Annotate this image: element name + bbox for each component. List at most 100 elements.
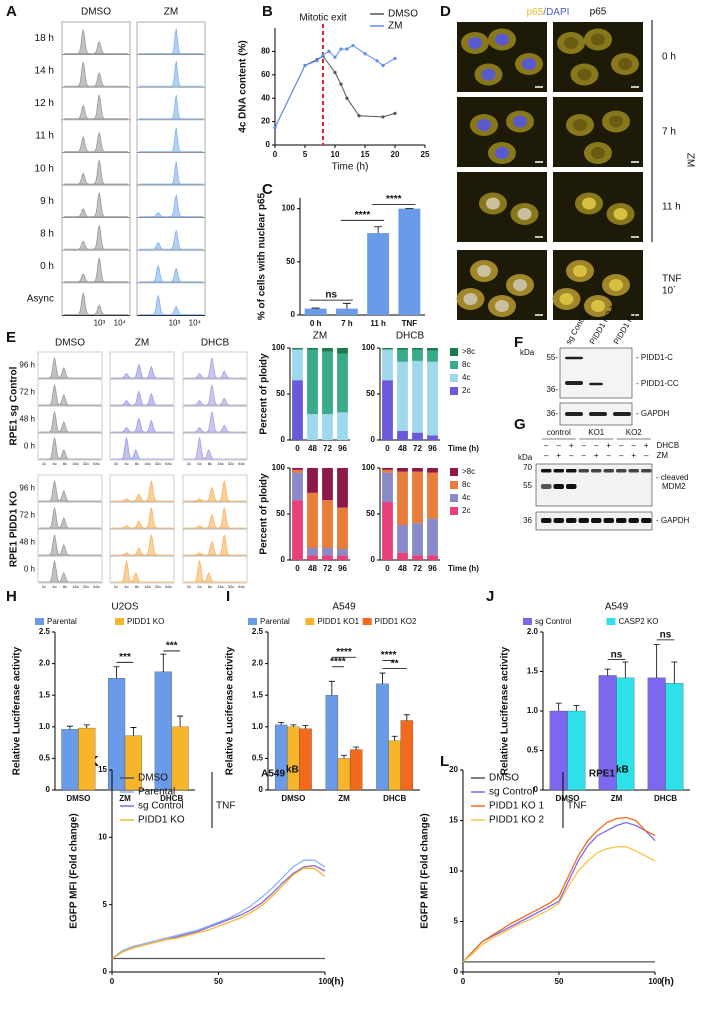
error-bar bbox=[555, 702, 562, 711]
bar-segment bbox=[337, 412, 348, 440]
x-tick-label: 0 bbox=[110, 977, 115, 986]
g-group: control bbox=[547, 428, 571, 437]
legend-label: 8c bbox=[462, 360, 470, 369]
legend-swatch bbox=[362, 618, 372, 625]
histogram bbox=[111, 437, 173, 460]
f-band-label: - PIDD1-C bbox=[636, 353, 673, 362]
blot-band bbox=[578, 469, 589, 473]
bar bbox=[567, 710, 586, 791]
bar-segment bbox=[292, 469, 303, 473]
a-row-label: 12 h bbox=[35, 98, 54, 109]
a-column-title: DMSO bbox=[81, 7, 111, 18]
panel-label: B bbox=[262, 3, 273, 20]
bar-segment bbox=[412, 468, 423, 472]
histogram bbox=[111, 417, 173, 433]
blot-band bbox=[591, 518, 602, 523]
y-tick-label: 100 bbox=[282, 204, 296, 213]
bar bbox=[388, 740, 401, 791]
chart-title: U2OS bbox=[111, 602, 139, 613]
g-sign: – bbox=[619, 451, 624, 460]
nucleus bbox=[609, 279, 623, 291]
bar-segment bbox=[382, 469, 393, 473]
g-sign: + bbox=[606, 441, 611, 450]
nucleus bbox=[618, 58, 632, 70]
y-tick-label: 10 bbox=[449, 866, 458, 875]
y-axis-label: EGFP MFI (Fold change) bbox=[69, 813, 80, 928]
bar-segment bbox=[382, 348, 393, 349]
g-sign: – bbox=[569, 451, 574, 460]
nucleus bbox=[591, 33, 605, 46]
x-tick-label: 96 bbox=[338, 564, 347, 573]
significance-label: **** bbox=[386, 194, 402, 205]
g-sign: – bbox=[632, 441, 637, 450]
blot-band bbox=[591, 469, 602, 473]
chart-title-sup: kB bbox=[616, 765, 629, 776]
legend-label: DMSO bbox=[138, 773, 168, 784]
g-marker: 36 bbox=[523, 516, 532, 525]
a-row-label: 8 h bbox=[40, 229, 54, 240]
e-axis-tick: 8c bbox=[208, 584, 212, 589]
bar-segment bbox=[337, 353, 348, 413]
x-tick-label: 20 bbox=[391, 150, 400, 159]
e-axis-tick: 64c bbox=[238, 461, 244, 466]
g-sign: + bbox=[644, 441, 649, 450]
histogram bbox=[39, 534, 101, 556]
x-tick-label: DHCB bbox=[383, 794, 406, 803]
histogram bbox=[64, 62, 128, 87]
a-axis-tick: 10³ bbox=[169, 319, 181, 328]
histogram bbox=[111, 390, 173, 406]
legend-label: DMSO bbox=[388, 9, 418, 20]
e-column-title: DMSO bbox=[55, 338, 85, 349]
histogram bbox=[184, 384, 246, 406]
legend-label: PIDD1 KO2 bbox=[375, 617, 417, 626]
y-axis-label: EGFP MFI (Fold change) bbox=[420, 813, 431, 928]
y-tick-label: 0 bbox=[281, 555, 286, 564]
chart-title-sup: kB bbox=[286, 765, 299, 776]
blot-band bbox=[566, 469, 577, 473]
e-axis-tick: 2c bbox=[114, 584, 118, 589]
nucleus bbox=[477, 265, 491, 277]
bar bbox=[665, 683, 684, 791]
legend-label: ZM bbox=[388, 21, 402, 32]
bar bbox=[398, 208, 421, 315]
nucleus bbox=[613, 208, 628, 220]
a-row-label: 9 h bbox=[40, 196, 54, 207]
y-tick-label: 50 bbox=[366, 509, 375, 518]
e-row-label: 0 h bbox=[24, 442, 35, 451]
histogram bbox=[64, 225, 128, 250]
x-tick-label: ZM bbox=[338, 794, 350, 803]
y-tick-label: 1.0 bbox=[39, 722, 51, 731]
x-tick-label: 72 bbox=[323, 444, 332, 453]
y-tick-label: 50 bbox=[276, 509, 285, 518]
e-axis-tick: 32c bbox=[155, 584, 161, 589]
e-axis-tick: 16c bbox=[144, 461, 150, 466]
panel-label: A bbox=[6, 3, 17, 20]
x-tick-label: 96 bbox=[338, 444, 347, 453]
panel-label: F bbox=[514, 334, 523, 351]
blot-band bbox=[628, 518, 639, 523]
histogram bbox=[39, 480, 101, 502]
histogram bbox=[64, 131, 128, 152]
error-bar bbox=[341, 754, 347, 759]
x-tick-label: 50 bbox=[214, 977, 223, 986]
legend-swatch bbox=[450, 468, 458, 476]
y-tick-label: 0 bbox=[266, 140, 271, 149]
error-bar bbox=[160, 653, 167, 672]
x-tick-label: DHCB bbox=[654, 794, 677, 803]
histogram bbox=[184, 560, 246, 583]
e-axis-tick: 8c bbox=[63, 584, 67, 589]
y-axis-label: 4c DNA content (%) bbox=[238, 40, 249, 132]
legend-swatch bbox=[450, 361, 458, 369]
error-bar bbox=[83, 724, 90, 729]
y-tick-label: 0 bbox=[371, 435, 376, 444]
e-axis-tick: 4c bbox=[124, 461, 128, 466]
histogram bbox=[139, 229, 203, 250]
y-tick-label: 50 bbox=[276, 389, 285, 398]
g-marker: 70 bbox=[523, 463, 532, 472]
blot-band bbox=[541, 469, 552, 473]
bar-segment bbox=[427, 361, 438, 436]
g-marker: 55 bbox=[523, 481, 532, 490]
a-row-label: 11 h bbox=[35, 131, 54, 142]
y-tick-label: 10 bbox=[98, 832, 107, 841]
histogram bbox=[139, 61, 203, 87]
